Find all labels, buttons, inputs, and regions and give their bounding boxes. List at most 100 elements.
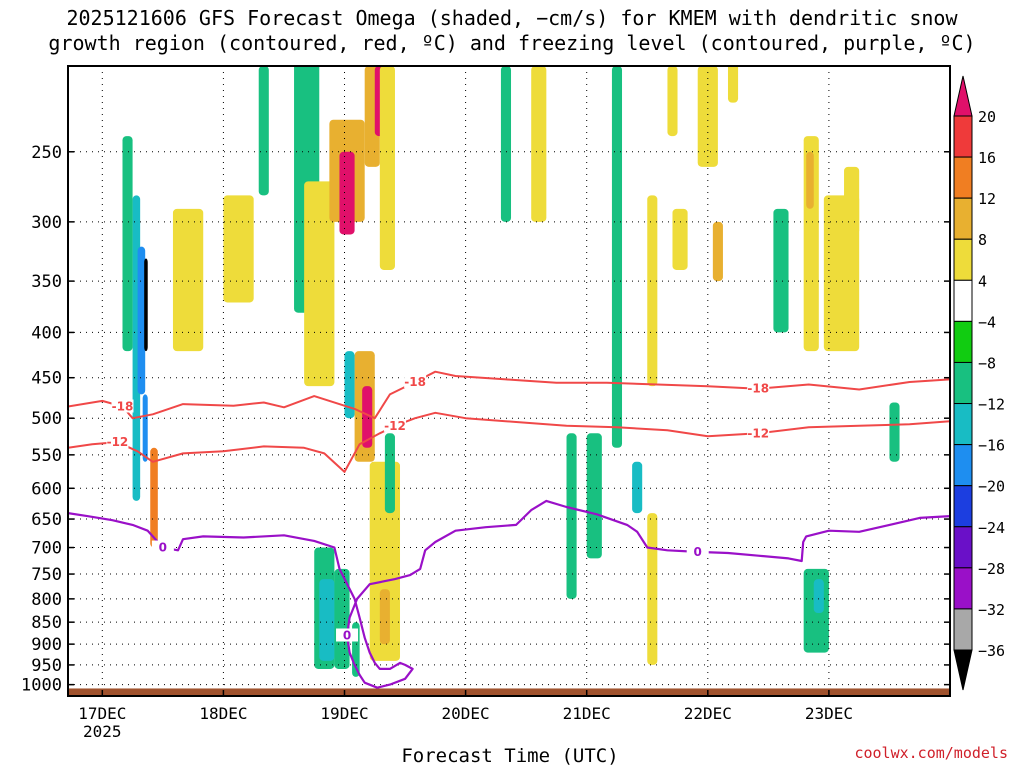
colorbar-swatch-16_20 bbox=[953, 115, 973, 158]
omega-cell-26 bbox=[500, 66, 512, 222]
colorbar-label-6: −8 bbox=[978, 354, 996, 372]
colorbar-swatch-m24_m20 bbox=[953, 485, 973, 528]
omega-cell-10 bbox=[304, 181, 335, 387]
freezing-level-contour-label-2: 0 bbox=[694, 545, 702, 559]
freezing-level-contour-label-bg-0 bbox=[151, 540, 174, 554]
dendritic-contour-12-label-1: -12 bbox=[384, 419, 406, 433]
omega-cell-7 bbox=[223, 195, 254, 303]
dendritic-contour-18-label-bg-1 bbox=[404, 374, 427, 388]
dendritic-contour-18-label-2: -18 bbox=[747, 382, 769, 396]
x-tick-label-20dec: 20DEC bbox=[442, 704, 490, 723]
y-tick-label-900: 900 bbox=[31, 635, 62, 655]
dendritic-contour-18-label-bg-2 bbox=[747, 381, 770, 395]
omega-cell-27 bbox=[531, 66, 547, 222]
chart-title: 2025121606 GFS Forecast Omega (shaded, −… bbox=[0, 6, 1024, 56]
colorbar-swatch-m36_m32 bbox=[953, 608, 973, 651]
omega-cell-4 bbox=[150, 447, 158, 548]
y-tick-label-700: 700 bbox=[31, 539, 62, 559]
x-tick-sublabel-year: 2025 bbox=[83, 722, 122, 741]
colorbar-label-12: −32 bbox=[978, 601, 1005, 619]
colorbar-swatch-m20_m16 bbox=[953, 444, 973, 487]
colorbar-label-11: −28 bbox=[978, 560, 1005, 578]
x-tick-label-18dec: 18DEC bbox=[199, 704, 247, 723]
dendritic-contour-18-label-1: -18 bbox=[404, 375, 426, 389]
omega-cell-15 bbox=[379, 66, 395, 270]
omega-cell-25 bbox=[384, 433, 395, 514]
x-tick-label-17dec: 17DEC bbox=[78, 704, 126, 723]
colorbar-swatch-m4_4 bbox=[953, 279, 973, 322]
colorbar-label-8: −16 bbox=[978, 437, 1005, 455]
dendritic-contour-18-label-bg-0 bbox=[111, 399, 134, 413]
plot-frame bbox=[67, 65, 951, 697]
omega-cell-34 bbox=[667, 66, 678, 137]
ground-band bbox=[68, 688, 950, 696]
y-tick-label-800: 800 bbox=[31, 590, 62, 610]
y-tick-label-850: 850 bbox=[31, 613, 62, 633]
omega-cell-28 bbox=[566, 433, 577, 599]
colorbar-swatch-m16_m12 bbox=[953, 403, 973, 446]
omega-cell-31 bbox=[632, 461, 643, 514]
y-tick-label-550: 550 bbox=[31, 446, 62, 466]
y-tick-label-650: 650 bbox=[31, 510, 62, 530]
omega-cell-35 bbox=[672, 208, 688, 270]
colorbar-top-arrow bbox=[953, 75, 973, 117]
omega-cell-24 bbox=[379, 589, 390, 645]
y-tick-label-450: 450 bbox=[31, 369, 62, 389]
colorbar-label-2: 12 bbox=[978, 190, 996, 208]
omega-cell-36 bbox=[697, 66, 718, 167]
x-tick-label-19dec: 19DEC bbox=[320, 704, 368, 723]
omega-cell-38 bbox=[727, 66, 739, 103]
y-tick-label-250: 250 bbox=[31, 143, 62, 163]
dendritic-contour-12-label-bg-1 bbox=[383, 418, 406, 432]
omega-cell-20 bbox=[319, 579, 335, 661]
omega-cell-6 bbox=[172, 208, 204, 352]
y-tick-label-400: 400 bbox=[31, 323, 62, 343]
omega-cell-8 bbox=[258, 66, 269, 196]
y-tick-label-500: 500 bbox=[31, 409, 62, 429]
x-tick-label-21dec: 21DEC bbox=[563, 704, 611, 723]
credit-text: coolwx.com/models bbox=[854, 744, 1008, 762]
x-tick-label-23dec: 23DEC bbox=[805, 704, 853, 723]
omega-cell-17 bbox=[362, 386, 373, 448]
colorbar-label-5: −4 bbox=[978, 313, 996, 331]
colorbar: 20 16 12 8 4 −4 −8 −12 −16 −20 −24 −28 −32 −36 bbox=[953, 75, 1005, 691]
dendritic-contour-18-label-0: -18 bbox=[112, 399, 134, 413]
dendritic-contour-12-label-2: -12 bbox=[747, 426, 769, 440]
omega-cell-3 bbox=[142, 394, 148, 462]
y-tick-label-750: 750 bbox=[31, 565, 62, 585]
omega-cell-29 bbox=[586, 433, 602, 559]
omega-cell-39 bbox=[773, 208, 789, 333]
omega-cell-2 bbox=[144, 258, 148, 352]
plot-area: -18 -18 -18 -12 -12 -12 0 0 0 bbox=[68, 66, 950, 696]
colorbar-swatch-8_12 bbox=[953, 197, 973, 240]
y-tick-label-950: 950 bbox=[31, 656, 62, 676]
omega-cell-30 bbox=[611, 66, 623, 448]
colorbar-label-7: −12 bbox=[978, 396, 1005, 414]
axes: 2503003504004505005506006507007508008509… bbox=[21, 143, 950, 741]
omega-cell-5 bbox=[122, 136, 133, 352]
colorbar-bottom-arrow bbox=[953, 649, 973, 691]
omega-cell-18 bbox=[344, 351, 355, 419]
colorbar-swatch-4_8 bbox=[953, 238, 973, 281]
dendritic-contour-12-label-bg-0 bbox=[106, 435, 129, 449]
y-tick-label-600: 600 bbox=[31, 479, 62, 499]
omega-shading-layer bbox=[122, 66, 900, 677]
colorbar-label-9: −20 bbox=[978, 478, 1005, 496]
chart-title-line-2: growth region (contoured, red, ºC) and f… bbox=[48, 31, 976, 55]
colorbar-label-3: 8 bbox=[978, 231, 987, 249]
freezing-level-contour-label-1: 0 bbox=[343, 629, 351, 643]
omega-cell-32 bbox=[647, 195, 658, 387]
omega-cell-12 bbox=[339, 151, 355, 235]
x-tick-label-22dec: 22DEC bbox=[684, 704, 732, 723]
freezing-level-contour-label-0: 0 bbox=[159, 541, 167, 555]
y-tick-label-350: 350 bbox=[31, 272, 62, 292]
colorbar-label-0: 20 bbox=[978, 108, 996, 126]
colorbar-swatch-m8_m4 bbox=[953, 320, 973, 363]
omega-cell-33 bbox=[647, 513, 658, 665]
colorbar-label-10: −24 bbox=[978, 519, 1005, 537]
y-tick-label-1000: 1000 bbox=[21, 676, 62, 696]
chart-title-line-1: 2025121606 GFS Forecast Omega (shaded, −… bbox=[66, 6, 958, 30]
freezing-level-contour-label-bg-2 bbox=[686, 544, 709, 558]
freezing-level-contour-label-bg-1 bbox=[336, 628, 359, 642]
